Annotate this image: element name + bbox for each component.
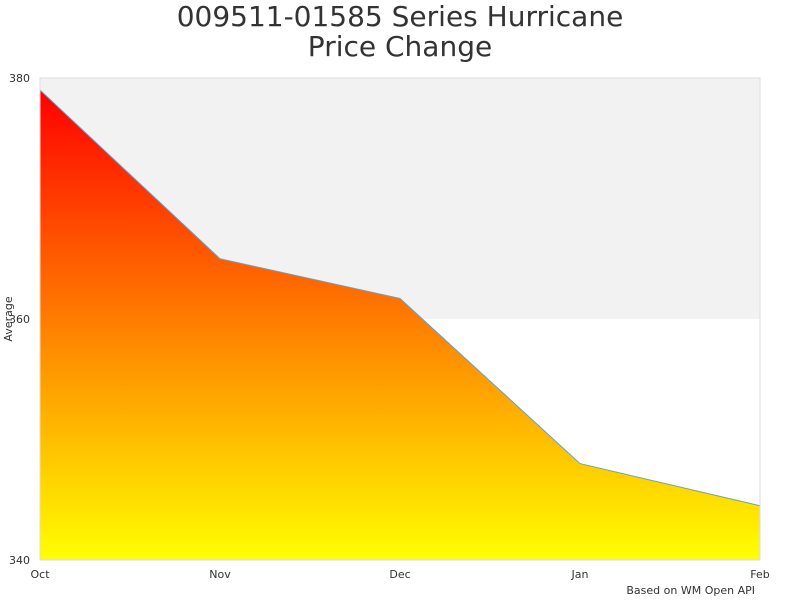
x-tick-label: Feb [750, 568, 769, 581]
x-tick-label: Jan [571, 568, 589, 581]
x-tick-label: Oct [30, 568, 50, 581]
chart-title: 009511-01585 Series Hurricane Price Chan… [0, 2, 800, 62]
chart-title-line-1: 009511-01585 Series Hurricane [176, 0, 624, 33]
y-tick-label: 360 [9, 313, 30, 326]
plot-border-rect [39, 77, 761, 561]
x-axis-ticks: Oct Nov Dec Jan Feb [30, 568, 769, 581]
chart-title-line-2: Price Change [307, 30, 493, 63]
y-axis-ticks: 340 360 380 [9, 72, 30, 567]
area-fill [40, 90, 760, 561]
y-axis-label: Average [2, 296, 15, 341]
credit-text: Based on WM Open API [626, 584, 755, 597]
x-tick-label: Nov [209, 568, 231, 581]
x-tick-label: Dec [389, 568, 410, 581]
y-tick-label: 380 [9, 72, 30, 85]
y-tick-label: 340 [9, 554, 30, 567]
plot-border [39, 77, 761, 561]
